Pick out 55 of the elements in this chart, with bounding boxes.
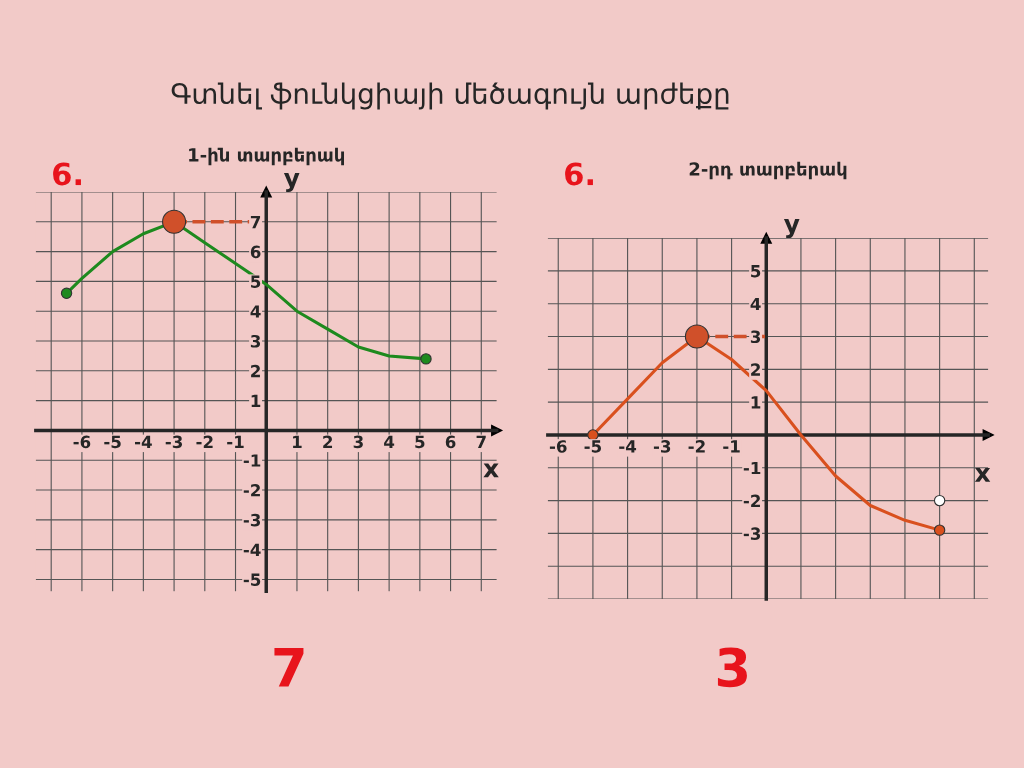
x-axis-title: x: [483, 463, 499, 478]
point: [587, 429, 599, 441]
x-tick-label: 4: [384, 435, 395, 448]
x-tick-label: -6: [73, 435, 91, 449]
y-tick-label: 4: [250, 305, 261, 318]
chart-subtitle: Գտնել ֆունկցիայի մեծագույն արժեքը: [171, 82, 729, 110]
point: [933, 524, 946, 536]
x-tick-label: 3: [353, 435, 363, 449]
y-tick-label: 7: [250, 215, 261, 229]
y-tick-label: 1: [751, 396, 761, 409]
x-tick-label: 6: [445, 435, 456, 449]
x-tick-label: -6: [549, 440, 567, 453]
y-tick-label: -2: [743, 494, 760, 507]
y-tick-label: 1: [251, 394, 261, 407]
y-tick-label: -4: [243, 543, 261, 556]
y-tick-label: -1: [243, 454, 261, 467]
x-tick-label: -3: [653, 440, 671, 453]
y-tick-label: 6: [250, 245, 261, 259]
x-tick-label: 2: [323, 435, 333, 448]
point: [60, 287, 73, 300]
x-tick-label: -4: [135, 435, 152, 448]
y-tick-label: 4: [750, 297, 761, 311]
x-tick-label: -4: [619, 440, 637, 453]
y-tick-label: 5: [751, 265, 761, 278]
y-tick-label: -1: [743, 461, 761, 475]
x-tick-label: -2: [688, 440, 705, 453]
x-tick-label: -3: [165, 435, 183, 449]
y-tick-label: -3: [243, 513, 261, 527]
x-tick-label: 1: [293, 435, 302, 448]
point: [684, 324, 709, 349]
x-tick-label: -1: [723, 440, 740, 453]
y-tick-label: 5: [251, 275, 261, 288]
point: [162, 209, 187, 234]
chart-title: 2-րդ տարբերակ: [689, 161, 847, 180]
text: 6.: [53, 162, 81, 186]
y-tick-label: 3: [750, 330, 761, 344]
y-tick-label: -5: [243, 573, 261, 587]
y-tick-label: -3: [743, 527, 761, 540]
y-axis-title: y: [283, 172, 300, 192]
x-tick-label: -1: [227, 435, 244, 448]
y-axis-title: y: [783, 219, 800, 239]
x-tick-label: -5: [584, 440, 602, 453]
y-tick-label: 2: [251, 364, 260, 378]
text: 6.: [565, 162, 593, 186]
chart-title: 1-ին տարբերակ: [189, 147, 345, 166]
x-tick-label: -5: [104, 435, 121, 449]
x-axis-title: x: [974, 468, 991, 482]
point: [933, 494, 946, 507]
x-tick-label: 5: [415, 435, 425, 449]
x-tick-label: 7: [476, 435, 486, 448]
point: [420, 353, 432, 365]
y-tick-label: -2: [243, 483, 260, 497]
y-tick-label: 2: [751, 363, 760, 376]
y-tick-label: 3: [250, 334, 261, 348]
x-tick-label: -2: [196, 435, 213, 448]
